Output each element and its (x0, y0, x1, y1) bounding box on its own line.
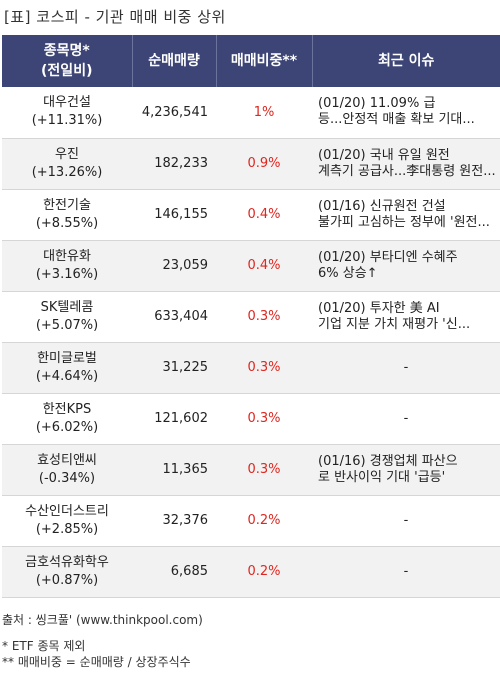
recent-issue: - (312, 495, 500, 547)
table-row: 우진 (+13.26%) 182,233 0.9% (01/20) 국내 유일 원전 계측… (2, 138, 500, 190)
recent-issue: (01/20) 국내 유일 원전 계측기 공급사...李대통령 원전... (312, 138, 500, 190)
stock-name-cell: 효성티앤씨 (-0.34%) (2, 444, 132, 496)
stock-name: 금호석유화학우 (25, 554, 109, 570)
issue-line: (01/20) 국내 유일 원전 (318, 147, 450, 163)
trade-ratio: 0.3% (216, 291, 312, 343)
header-name-line2: (전일비) (41, 63, 93, 79)
stock-change: (+0.87%) (35, 572, 99, 588)
table-row: 한전KPS (+6.02%) 121,602 0.3% - (2, 393, 500, 445)
table-row: 한전기술 (+8.55%) 146,155 0.4% (01/16) 신규원전 건설 불가… (2, 189, 500, 241)
stock-name: 대한유화 (43, 248, 91, 264)
stock-change: (+6.02%) (35, 419, 99, 435)
issue-line: 등...안정적 매출 확보 기대... (318, 112, 475, 128)
issue-line: 불가피 고심하는 정부에 '원전... (318, 214, 490, 230)
issue-line: (01/16) 경쟁업체 파산으 (318, 453, 458, 469)
issue-line: (01/20) 부타디엔 수혜주 (318, 249, 458, 265)
header-ratio: 매매비중** (216, 35, 313, 87)
stock-change: (+3.16%) (35, 266, 99, 282)
net-volume: 11,365 (132, 444, 216, 496)
issue-line: 로 반사이익 기대 '급등' (318, 469, 446, 485)
stock-change: (+2.85%) (35, 521, 99, 537)
recent-issue: (01/16) 신규원전 건설 불가피 고심하는 정부에 '원전... (312, 189, 500, 241)
source-note: 출처 : 씽크풀' (www.thinkpool.com) (2, 613, 203, 627)
table-row: 효성티앤씨 (-0.34%) 11,365 0.3% (01/16) 경쟁업체 파산으 로… (2, 444, 500, 496)
stock-name: 효성티앤씨 (37, 452, 97, 468)
recent-issue: (01/16) 경쟁업체 파산으 로 반사이익 기대 '급등' (312, 444, 500, 496)
net-volume: 23,059 (132, 240, 216, 292)
recent-issue: (01/20) 11.09% 급 등...안정적 매출 확보 기대... (312, 87, 500, 139)
stock-name-cell: 대한유화 (+3.16%) (2, 240, 132, 292)
trade-ratio: 0.3% (216, 393, 312, 445)
trade-ratio: 0.9% (216, 138, 312, 190)
net-volume: 121,602 (132, 393, 216, 445)
issue-line: (01/20) 11.09% 급 (318, 96, 436, 112)
stock-name: 대우건설 (43, 95, 91, 111)
stock-change: (+8.55%) (35, 215, 99, 231)
trade-ratio: 1% (216, 87, 312, 139)
stock-name-cell: 수산인더스트리 (+2.85%) (2, 495, 132, 547)
stock-name: 한미글로벌 (37, 350, 97, 366)
trade-ratio: 0.3% (216, 444, 312, 496)
net-volume: 6,685 (132, 546, 216, 598)
table-row: 금호석유화학우 (+0.87%) 6,685 0.2% - (2, 546, 500, 598)
issue-line: 6% 상승↑ (318, 265, 378, 281)
stock-change: (+13.26%) (31, 164, 103, 180)
recent-issue: (01/20) 투자한 美 AI 기업 지분 가치 재평가 '신... (312, 291, 500, 343)
net-volume: 146,155 (132, 189, 216, 241)
stock-name-cell: 한전KPS (+6.02%) (2, 393, 132, 445)
net-volume: 633,404 (132, 291, 216, 343)
table-row: 대한유화 (+3.16%) 23,059 0.4% (01/20) 부타디엔 수혜주 6%… (2, 240, 500, 292)
stock-change: (+4.64%) (35, 368, 99, 384)
stock-name-cell: 한미글로벌 (+4.64%) (2, 342, 132, 394)
stock-name: 수산인더스트리 (25, 503, 109, 519)
net-volume: 4,236,541 (132, 87, 216, 139)
issue-line: (01/20) 투자한 美 AI (318, 300, 440, 316)
stock-change: (+5.07%) (35, 317, 99, 333)
stock-name-cell: SK텔레콤 (+5.07%) (2, 291, 132, 343)
trade-ratio: 0.2% (216, 546, 312, 598)
trade-ratio: 0.4% (216, 240, 312, 292)
stock-name: 한전KPS (42, 401, 92, 417)
issue-line: (01/16) 신규원전 건설 (318, 198, 446, 214)
stock-name: 한전기술 (43, 197, 91, 213)
stock-change: (-0.34%) (38, 470, 96, 486)
stock-name: 우진 (55, 146, 79, 162)
header-issue: 최근 이슈 (312, 35, 500, 87)
trade-ratio: 0.4% (216, 189, 312, 241)
table-row: 수산인더스트리 (+2.85%) 32,376 0.2% - (2, 495, 500, 547)
footnote-ratio: ** 매매비중 = 순매매량 / 상장주식수 (2, 655, 191, 669)
stock-change: (+11.31%) (31, 113, 103, 129)
header-name-line1: 종목명* (43, 43, 90, 59)
stock-name-cell: 한전기술 (+8.55%) (2, 189, 132, 241)
trade-ratio: 0.2% (216, 495, 312, 547)
net-volume: 182,233 (132, 138, 216, 190)
stock-name-cell: 우진 (+13.26%) (2, 138, 132, 190)
recent-issue: - (312, 546, 500, 598)
table-row: 한미글로벌 (+4.64%) 31,225 0.3% - (2, 342, 500, 394)
recent-issue: - (312, 342, 500, 394)
footnote-etf: * ETF 종목 제외 (2, 639, 86, 653)
stock-name: SK텔레콤 (40, 299, 94, 315)
stock-name-cell: 대우건설 (+11.31%) (2, 87, 132, 139)
header-volume: 순매매량 (132, 35, 217, 87)
recent-issue: (01/20) 부타디엔 수혜주 6% 상승↑ (312, 240, 500, 292)
table-header-row: 종목명* (전일비) 순매매량 매매비중** 최근 이슈 (2, 35, 500, 87)
page-title: [표] 코스피 - 기관 매매 비중 상위 (4, 8, 226, 26)
issue-line: 계측기 공급사...李대통령 원전... (318, 163, 496, 179)
table-row: 대우건설 (+11.31%) 4,236,541 1% (01/20) 11.09% 급… (2, 87, 500, 139)
net-volume: 31,225 (132, 342, 216, 394)
trade-ratio: 0.3% (216, 342, 312, 394)
institution-trading-table: 종목명* (전일비) 순매매량 매매비중** 최근 이슈 대우건설 (+11.31… (2, 35, 500, 598)
stock-name-cell: 금호석유화학우 (+0.87%) (2, 546, 132, 598)
net-volume: 32,376 (132, 495, 216, 547)
table-row: SK텔레콤 (+5.07%) 633,404 0.3% (01/20) 투자한 美 AI… (2, 291, 500, 343)
issue-line: 기업 지분 가치 재평가 '신... (318, 316, 471, 332)
header-name: 종목명* (전일비) (2, 35, 133, 87)
recent-issue: - (312, 393, 500, 445)
